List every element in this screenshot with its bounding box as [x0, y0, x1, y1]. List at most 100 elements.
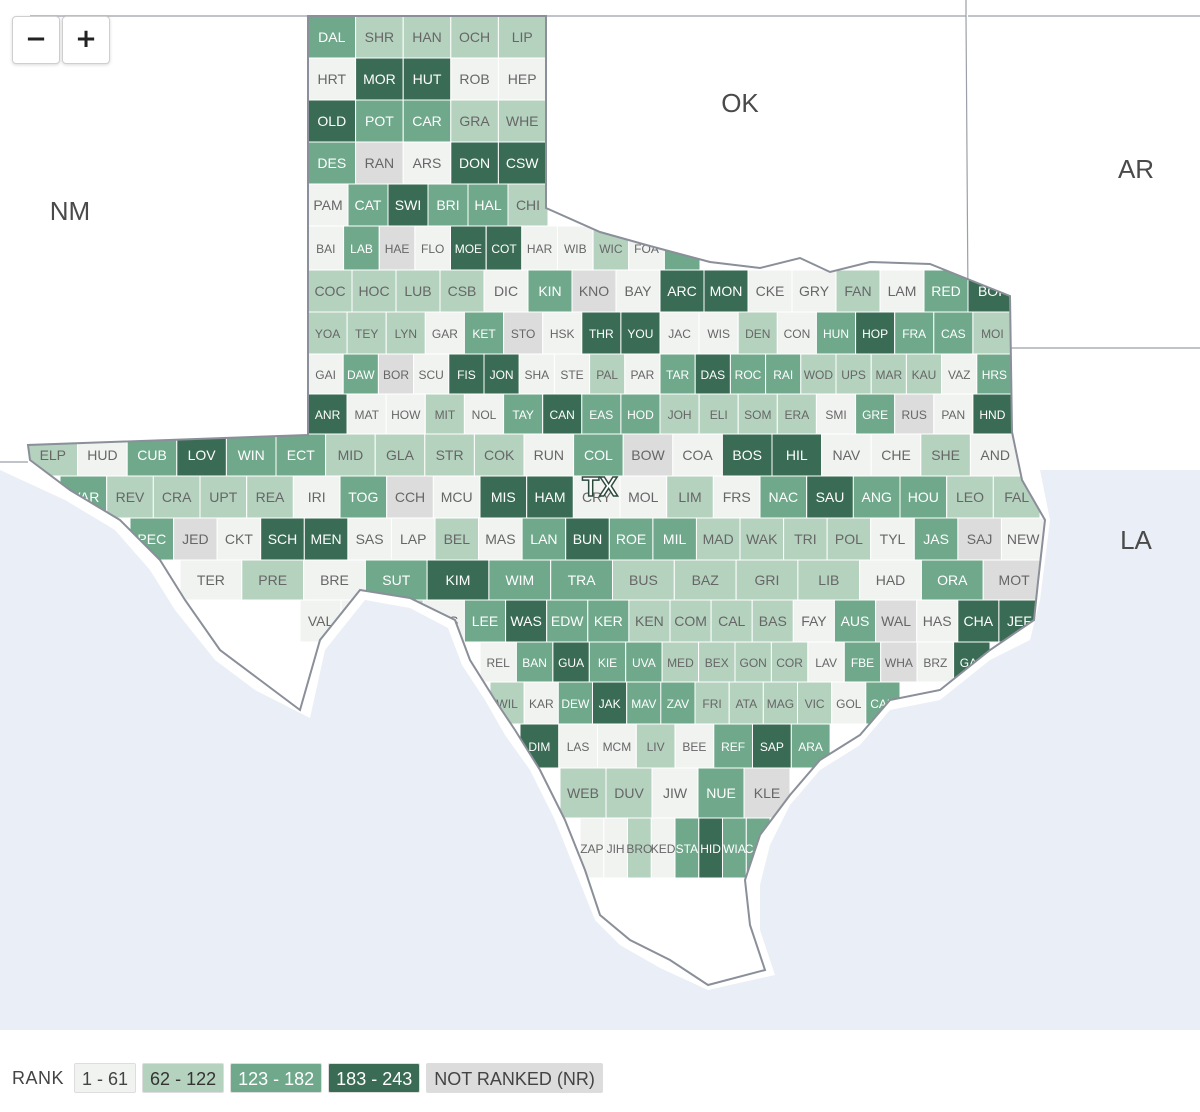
county-wak[interactable] — [739, 517, 785, 561]
county-tar[interactable] — [659, 353, 696, 395]
county-lan[interactable] — [521, 517, 567, 561]
county-gua[interactable] — [552, 641, 590, 683]
county-arc[interactable] — [659, 269, 705, 313]
county-ham[interactable] — [526, 475, 574, 519]
county-she[interactable] — [920, 433, 971, 477]
county-hun[interactable] — [815, 311, 857, 355]
county-uva[interactable] — [625, 641, 663, 683]
county-gla[interactable] — [374, 433, 426, 477]
county-fbe[interactable] — [843, 641, 882, 683]
county-fay[interactable] — [792, 599, 835, 643]
county-was[interactable] — [505, 599, 548, 643]
county-anr[interactable] — [307, 393, 348, 435]
county-run[interactable] — [523, 433, 575, 477]
county-bri[interactable] — [427, 183, 469, 227]
county-new[interactable] — [1000, 517, 1045, 561]
legend-item-tier2[interactable]: 62 - 122 — [142, 1063, 225, 1093]
county-hrs[interactable] — [976, 353, 1013, 395]
county-str[interactable] — [424, 433, 475, 477]
county-hou[interactable] — [899, 475, 948, 519]
county-rob[interactable] — [450, 57, 499, 101]
county-edw[interactable] — [546, 599, 589, 643]
county-tyl[interactable] — [870, 517, 915, 561]
county-frs[interactable] — [712, 475, 761, 519]
county-bos[interactable] — [721, 433, 773, 477]
legend-item-tier3[interactable]: 123 - 182 — [230, 1063, 323, 1093]
county-mag[interactable] — [762, 681, 798, 725]
county-aus[interactable] — [833, 599, 877, 643]
county-las[interactable] — [558, 723, 599, 769]
county-gon[interactable] — [734, 641, 772, 683]
county-duv[interactable] — [605, 767, 653, 819]
county-mar[interactable] — [870, 353, 907, 395]
county-hnd[interactable] — [972, 393, 1013, 435]
county-has[interactable] — [916, 599, 959, 643]
county-tra[interactable] — [550, 559, 614, 601]
county-fan[interactable] — [835, 269, 881, 313]
county-lov[interactable] — [176, 433, 227, 477]
county-kau[interactable] — [905, 353, 943, 395]
county-tog[interactable] — [339, 475, 388, 519]
county-gar[interactable] — [424, 311, 465, 355]
county-brz[interactable] — [916, 641, 954, 683]
legend-item-not-ranked[interactable]: NOT RANKED (NR) — [426, 1063, 603, 1093]
county-hal[interactable] — [467, 183, 509, 227]
county-daw[interactable] — [342, 353, 379, 395]
county-gre[interactable] — [855, 393, 896, 435]
county-mav[interactable] — [626, 681, 662, 725]
county-cha[interactable] — [957, 599, 1000, 643]
county-how[interactable] — [385, 393, 426, 435]
county-wib[interactable] — [557, 225, 594, 271]
county-joh[interactable] — [659, 393, 700, 435]
county-hil[interactable] — [771, 433, 823, 477]
county-som[interactable] — [737, 393, 778, 435]
county-eli[interactable] — [698, 393, 739, 435]
county-jed[interactable] — [173, 517, 218, 561]
legend-item-tier4[interactable]: 183 - 243 — [328, 1063, 421, 1093]
county-sto[interactable] — [503, 311, 544, 355]
county-eas[interactable] — [581, 393, 622, 435]
county-ata[interactable] — [728, 681, 764, 725]
county-lab[interactable] — [343, 225, 380, 271]
county-zav[interactable] — [660, 681, 696, 725]
county-lim[interactable] — [666, 475, 714, 519]
county-nav[interactable] — [821, 433, 872, 477]
county-kno[interactable] — [571, 269, 617, 313]
county-hsk[interactable] — [542, 311, 583, 355]
county-ket[interactable] — [463, 311, 504, 355]
county-hop[interactable] — [855, 311, 896, 355]
county-tri[interactable] — [783, 517, 828, 561]
county-wha[interactable] — [880, 641, 918, 683]
county-old[interactable] — [307, 99, 357, 143]
county-swi[interactable] — [387, 183, 429, 227]
county-hoc[interactable] — [351, 269, 397, 313]
county-mat[interactable] — [346, 393, 387, 435]
zoom-out-button[interactable]: − — [12, 16, 60, 64]
county-kie[interactable] — [588, 641, 627, 683]
county-com[interactable] — [669, 599, 712, 643]
county-gol[interactable] — [831, 681, 867, 725]
county-vaz[interactable] — [941, 353, 978, 395]
county-tay[interactable] — [503, 393, 544, 435]
county-lyn[interactable] — [385, 311, 426, 355]
county-mon[interactable] — [703, 269, 749, 313]
county-bor[interactable] — [377, 353, 415, 395]
county-gri[interactable] — [735, 559, 799, 601]
county-iri[interactable] — [292, 475, 341, 519]
county-ora[interactable] — [920, 559, 984, 601]
county-liv[interactable] — [635, 723, 676, 769]
county-mot[interactable] — [982, 559, 1045, 601]
county-pre[interactable] — [241, 559, 305, 601]
county-bun[interactable] — [565, 517, 610, 561]
county-ars[interactable] — [402, 141, 452, 185]
county-pan[interactable] — [933, 393, 974, 435]
county-jak[interactable] — [592, 681, 628, 725]
county-sau[interactable] — [806, 475, 854, 519]
county-hut[interactable] — [402, 57, 452, 101]
county-leo[interactable] — [946, 475, 994, 519]
county-wis[interactable] — [698, 311, 739, 355]
county-nac[interactable] — [759, 475, 808, 519]
county-chi[interactable] — [507, 183, 549, 227]
county-car[interactable] — [402, 99, 452, 143]
county-roc[interactable] — [729, 353, 767, 395]
